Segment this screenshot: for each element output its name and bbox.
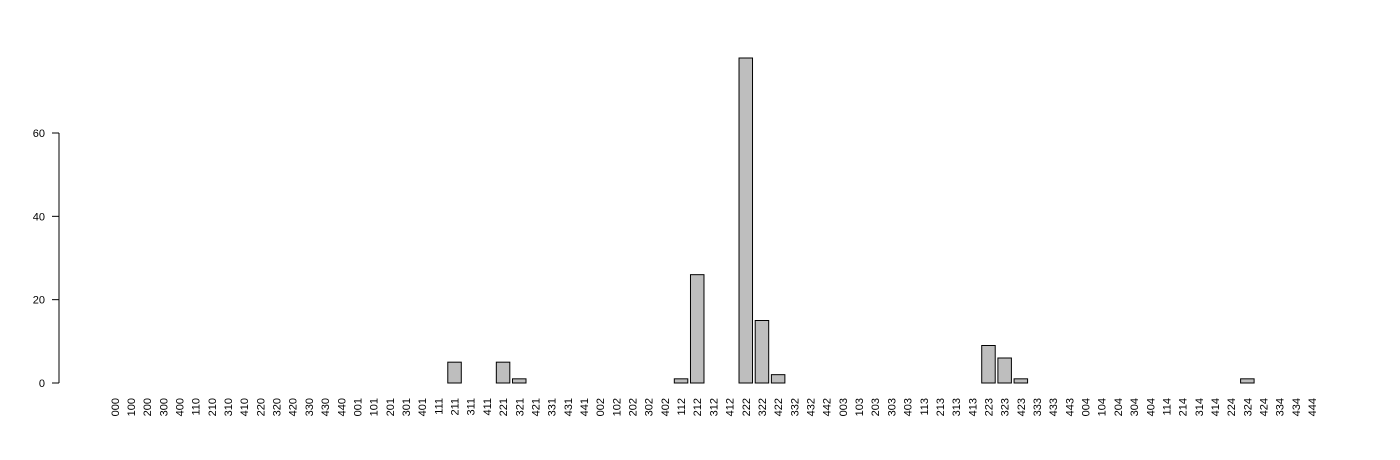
bar-323 xyxy=(997,357,1012,384)
x-tick-label-443: 443 xyxy=(1064,398,1076,416)
x-tick-label-320: 320 xyxy=(272,398,284,416)
x-tick-label-210: 210 xyxy=(207,398,219,416)
x-tick-label-223: 223 xyxy=(983,398,995,416)
x-tick-label-313: 313 xyxy=(951,398,963,416)
bar-112 xyxy=(673,378,689,384)
x-tick-label-214: 214 xyxy=(1178,398,1190,416)
bar-423 xyxy=(1013,378,1029,384)
y-axis: 0 20 40 60 xyxy=(33,128,60,390)
x-tick-label-101: 101 xyxy=(369,398,381,416)
x-tick-label-332: 332 xyxy=(789,398,801,416)
x-tick-label-212: 212 xyxy=(692,398,704,416)
y-tick-label: 60 xyxy=(33,128,45,140)
x-tick-label-413: 413 xyxy=(967,398,979,416)
x-tick-label-220: 220 xyxy=(255,398,267,416)
x-tick-label-202: 202 xyxy=(628,398,640,416)
x-tick-label-224: 224 xyxy=(1226,398,1238,416)
y-tick-label: 20 xyxy=(33,295,45,307)
x-tick-label-410: 410 xyxy=(239,398,251,416)
x-tick-label-414: 414 xyxy=(1210,398,1222,416)
x-tick-label-200: 200 xyxy=(142,398,154,416)
x-tick-label-312: 312 xyxy=(708,398,720,416)
x-tick-label-322: 322 xyxy=(757,398,769,416)
x-tick-label-221: 221 xyxy=(498,398,510,416)
x-tick-label-334: 334 xyxy=(1275,398,1287,416)
x-tick-label-002: 002 xyxy=(595,398,607,416)
x-tick-label-300: 300 xyxy=(158,398,170,416)
x-tick-label-102: 102 xyxy=(611,398,623,416)
x-tick-label-211: 211 xyxy=(450,398,462,416)
x-tick-label-403: 403 xyxy=(903,398,915,416)
x-tick-label-331: 331 xyxy=(547,398,559,416)
x-tick-label-201: 201 xyxy=(385,398,397,416)
x-tick-label-111: 111 xyxy=(433,398,445,415)
x-tick-label-311: 311 xyxy=(466,398,478,416)
x-tick-label-110: 110 xyxy=(191,398,203,416)
bar-212 xyxy=(689,274,705,384)
x-tick-label-004: 004 xyxy=(1081,398,1093,416)
x-tick-label-324: 324 xyxy=(1242,398,1254,416)
x-tick-label-003: 003 xyxy=(838,398,850,416)
bar-422 xyxy=(770,374,786,384)
x-tick-label-431: 431 xyxy=(563,398,575,416)
x-tick-label-001: 001 xyxy=(352,398,364,416)
bar-324 xyxy=(1240,378,1255,384)
bar-223 xyxy=(981,345,996,384)
x-tick-label-303: 303 xyxy=(886,398,898,416)
bar-322 xyxy=(754,320,770,384)
x-tick-label-113: 113 xyxy=(919,398,931,416)
x-tick-label-310: 310 xyxy=(223,398,235,416)
x-tick-label-314: 314 xyxy=(1194,398,1206,416)
bar-321 xyxy=(512,378,527,384)
x-tick-label-000: 000 xyxy=(110,398,122,416)
x-tick-label-400: 400 xyxy=(174,398,186,416)
x-tick-label-411: 411 xyxy=(482,398,494,416)
x-tick-label-434: 434 xyxy=(1291,398,1303,416)
x-tick-label-432: 432 xyxy=(805,398,817,416)
x-tick-label-114: 114 xyxy=(1161,398,1173,416)
x-tick-label-103: 103 xyxy=(854,398,866,416)
x-tick-label-301: 301 xyxy=(401,398,413,416)
x-tick-label-421: 421 xyxy=(530,398,542,416)
x-tick-label-420: 420 xyxy=(288,398,300,416)
bar-221 xyxy=(495,361,511,384)
x-tick-label-213: 213 xyxy=(935,398,947,416)
x-tick-label-323: 323 xyxy=(1000,398,1012,416)
x-tick-label-423: 423 xyxy=(1016,398,1028,416)
x-tick-label-203: 203 xyxy=(870,398,882,416)
x-tick-label-304: 304 xyxy=(1129,398,1141,416)
x-tick-label-422: 422 xyxy=(773,398,785,416)
x-tick-label-404: 404 xyxy=(1145,398,1157,416)
x-tick-label-440: 440 xyxy=(336,398,348,416)
y-tick-label: 40 xyxy=(33,211,45,223)
bars xyxy=(447,57,1255,384)
y-tick-label: 0 xyxy=(39,378,45,390)
x-tick-label-430: 430 xyxy=(320,398,332,416)
x-tick-label-302: 302 xyxy=(644,398,656,416)
x-tick-label-412: 412 xyxy=(725,398,737,416)
x-tick-label-442: 442 xyxy=(822,398,834,416)
x-axis-labels: 000 100 200 300 400 110 210 310 410 220 320 420 330 4… xyxy=(110,398,1319,416)
x-tick-label-401: 401 xyxy=(417,398,429,416)
x-tick-label-204: 204 xyxy=(1113,398,1125,416)
x-tick-label-104: 104 xyxy=(1097,398,1109,416)
x-tick-label-433: 433 xyxy=(1048,398,1060,416)
x-tick-label-441: 441 xyxy=(579,398,591,416)
x-tick-label-424: 424 xyxy=(1259,398,1271,416)
x-tick-label-321: 321 xyxy=(514,398,526,416)
x-tick-label-330: 330 xyxy=(304,398,316,416)
x-tick-label-100: 100 xyxy=(126,398,138,416)
bar-222 xyxy=(738,57,754,384)
x-tick-label-112: 112 xyxy=(676,398,688,416)
x-tick-label-333: 333 xyxy=(1032,398,1044,416)
x-tick-label-402: 402 xyxy=(660,398,672,416)
x-tick-label-222: 222 xyxy=(741,398,753,416)
x-tick-label-444: 444 xyxy=(1307,398,1319,416)
bar-211 xyxy=(447,361,462,384)
